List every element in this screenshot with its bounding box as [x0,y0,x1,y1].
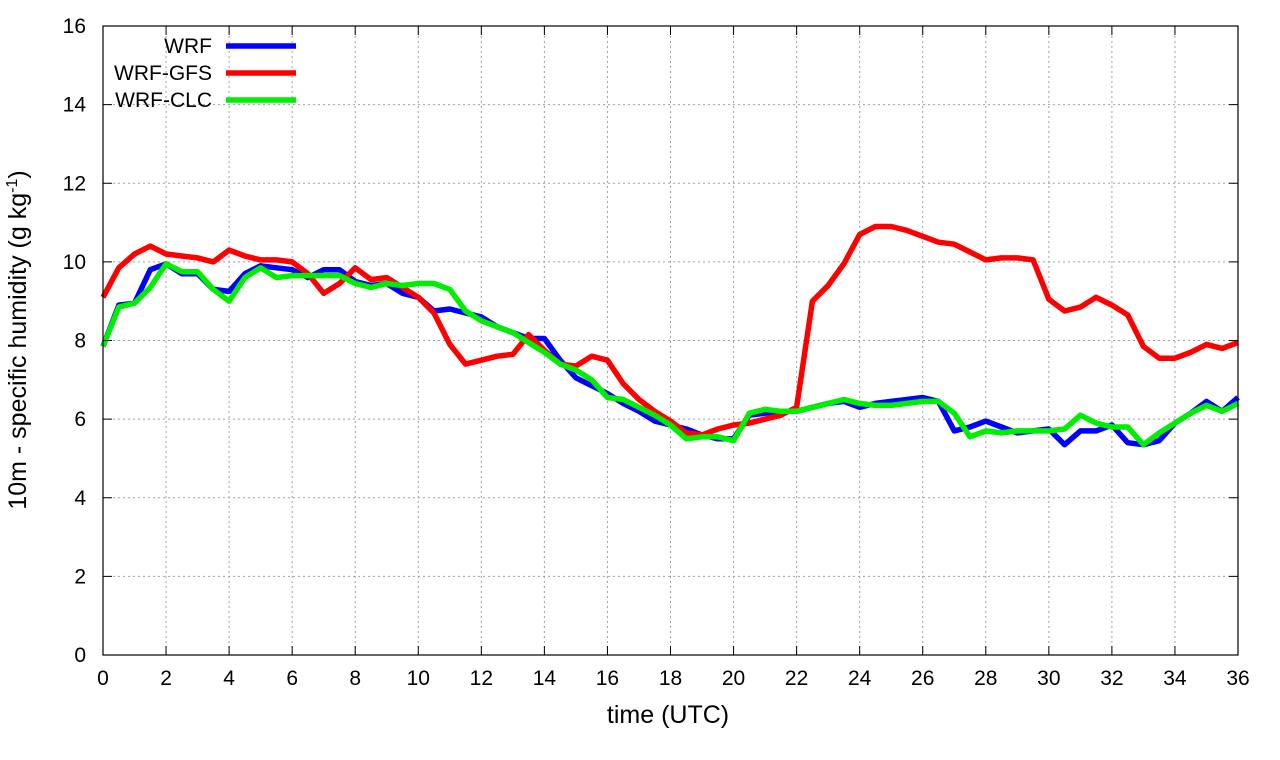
x-tick-label: 4 [223,667,235,690]
x-tick-label: 20 [722,667,745,690]
x-tick-label: 36 [1226,667,1249,690]
x-axis-label: time (UTC) [607,701,729,729]
y-tick-label: 8 [74,330,86,353]
legend-label-wrf: WRF [164,35,212,58]
tick-labels: 0 2 4 6 8 10 12 14 16 18 20 22 24 26 28 30 32 34 360246810… [63,15,1250,690]
x-tick-label: 22 [785,667,808,690]
legend-label-wrf-clc: WRF-CLC [115,89,212,112]
axis-ticks [102,25,1239,656]
series-lines [100,223,1240,448]
x-tick-label: 28 [974,667,997,690]
x-tick-label: 2 [160,667,172,690]
x-tick-label: 24 [848,667,872,690]
x-tick-label: 32 [1100,667,1123,690]
y-tick-label: 10 [63,251,86,274]
y-axis-label: 10m - specific humidity (g kg-1) [4,170,32,509]
x-tick-label: 8 [349,667,361,690]
series-line-wrf-gfs [100,223,1239,438]
y-tick-label: 6 [74,408,86,431]
grid-lines [103,26,1238,655]
x-tick-label: 34 [1163,667,1187,690]
x-tick-label: 30 [1037,667,1060,690]
y-axis-label-end: ) [4,170,32,178]
y-axis-label-sup: -1 [4,179,21,193]
legend-label-wrf-gfs: WRF-GFS [114,62,212,85]
y-tick-label: 4 [74,487,86,510]
x-tick-label: 18 [659,667,682,690]
y-axis-label-main: 10m - specific humidity (g kg [4,193,32,510]
y-tick-label: 2 [74,565,86,588]
y-tick-label: 12 [63,172,86,195]
x-tick-label: 10 [407,667,430,690]
legend: WRF WRF-GFS WRF-CLC [114,35,296,112]
y-tick-label: 14 [63,94,87,117]
y-tick-label: 0 [74,644,86,667]
series-line-wrf-clc [100,261,1240,448]
x-tick-label: 14 [533,667,557,690]
x-tick-label: 0 [97,667,109,690]
y-tick-label: 16 [63,15,86,38]
x-tick-label: 12 [470,667,493,690]
x-tick-label: 16 [596,667,619,690]
x-tick-label: 26 [911,667,934,690]
x-tick-label: 6 [286,667,298,690]
